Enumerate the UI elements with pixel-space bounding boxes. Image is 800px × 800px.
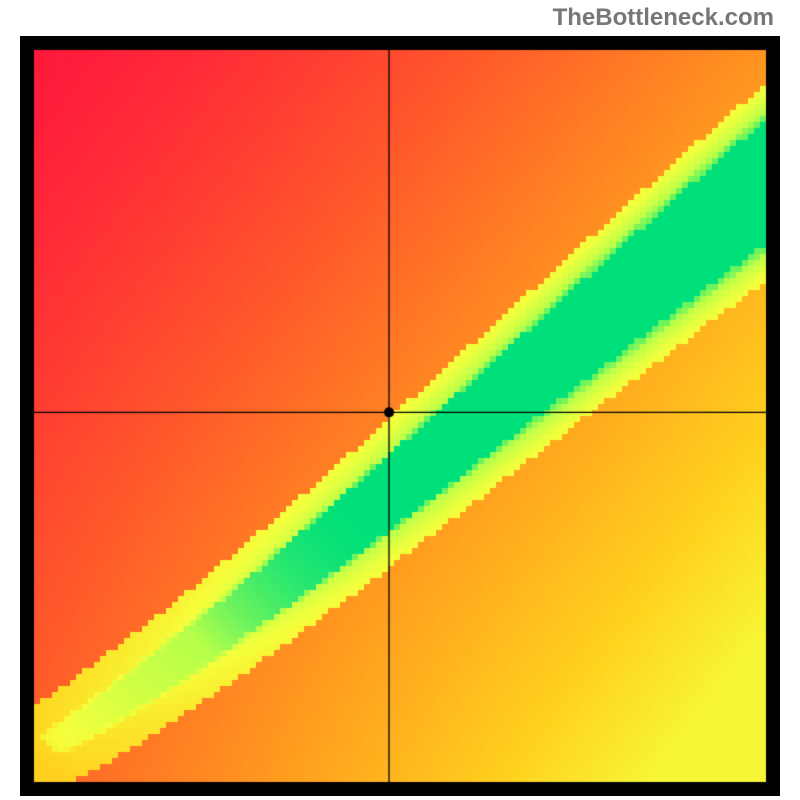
watermark-text: TheBottleneck.com (553, 4, 774, 32)
plot-area (20, 36, 780, 796)
heatmap-canvas (20, 36, 780, 796)
chart-container: TheBottleneck.com (0, 0, 800, 800)
